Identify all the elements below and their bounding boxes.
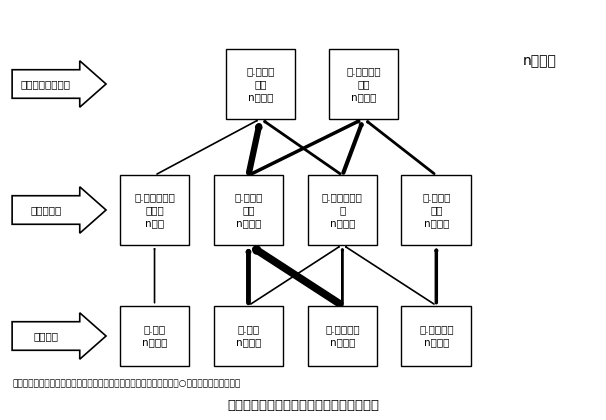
Bar [307,176,377,244]
Polygon shape [12,313,106,359]
Bar [213,306,283,366]
Text: ６.健康を
維持
n＝４８: ６.健康を 維持 n＝４８ [247,66,275,102]
Text: n＝６３: n＝６３ [522,54,556,68]
Bar [225,49,295,118]
Text: 第２図　トマトに関する消費者の価値構造: 第２図 トマトに関する消費者の価値構造 [227,399,379,412]
Text: ３.安全な
野菜
n＝４１: ３.安全な 野菜 n＝４１ [235,192,262,228]
Text: ５.栽培表示
n＝３３: ５.栽培表示 n＝３３ [325,324,360,348]
Bar [401,306,471,366]
Text: １.おいしいも
の
n＝３２: １.おいしいも の n＝３２ [322,192,363,228]
Text: 注）矢印の太さが、つながりの大きさを示す。四角の中の数値（ｎ＝○）は、回答数である。: 注）矢印の太さが、つながりの大きさを示す。四角の中の数値（ｎ＝○）は、回答数であ… [12,380,241,389]
Text: 精神・情緒的価値: 精神・情緒的価値 [21,79,71,89]
Polygon shape [12,187,106,233]
Text: ８.たくさん食
べれる
n＝５: ８.たくさん食 べれる n＝５ [134,192,175,228]
Text: 認知的価値: 認知的価値 [30,205,62,215]
Polygon shape [12,61,106,107]
Bar [328,49,399,118]
Bar [120,176,189,244]
Text: ７.食生活の
充実
n＝５４: ７.食生活の 充実 n＝５４ [346,66,381,102]
Text: １.価格
n＝１１: １.価格 n＝１１ [142,324,167,348]
Text: ２.産地
n＝１５: ２.産地 n＝１５ [236,324,261,348]
Bar [307,306,377,366]
Text: 商品属性: 商品属性 [33,331,58,341]
Bar [120,306,189,366]
Bar [401,176,471,244]
Text: ３.外観品質
n＝３７: ３.外観品質 n＝３７ [419,324,454,348]
Bar [213,176,283,244]
Text: ６.新しい
野菜
n＝２０: ６.新しい 野菜 n＝２０ [422,192,450,228]
